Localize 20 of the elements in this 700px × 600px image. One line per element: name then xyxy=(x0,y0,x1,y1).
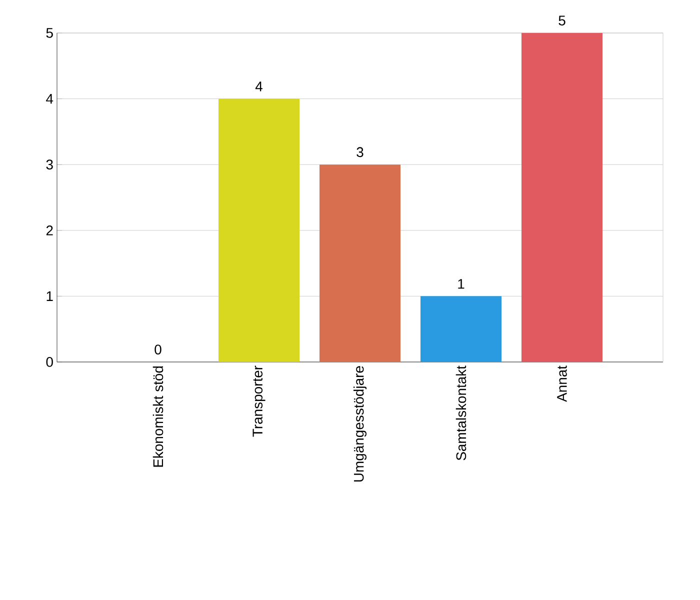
bar xyxy=(218,98,300,362)
x-tick-label: Ekonomiskt stöd xyxy=(152,366,164,467)
y-tick-label: 2 xyxy=(46,226,53,236)
data-label: 5 xyxy=(558,16,566,26)
y-tick-label: 5 xyxy=(46,28,53,38)
data-label: 1 xyxy=(458,279,464,289)
data-label: 0 xyxy=(154,344,162,354)
x-tick-label: Annat xyxy=(557,366,567,402)
bar xyxy=(522,32,603,362)
y-tick-label: 3 xyxy=(46,160,53,170)
x-tick-label: Samtalskontakt xyxy=(456,366,466,460)
y-tick-label: 0 xyxy=(46,357,53,367)
x-tick-label: Umgängesstödjare xyxy=(354,366,367,482)
y-tick-label: 4 xyxy=(46,94,54,104)
bar xyxy=(420,296,502,362)
y-tick-label: 1 xyxy=(46,291,53,301)
x-tick-label: Transporter xyxy=(252,366,266,437)
data-label: 3 xyxy=(356,147,364,158)
bar xyxy=(320,164,401,362)
data-label: 4 xyxy=(255,82,262,92)
